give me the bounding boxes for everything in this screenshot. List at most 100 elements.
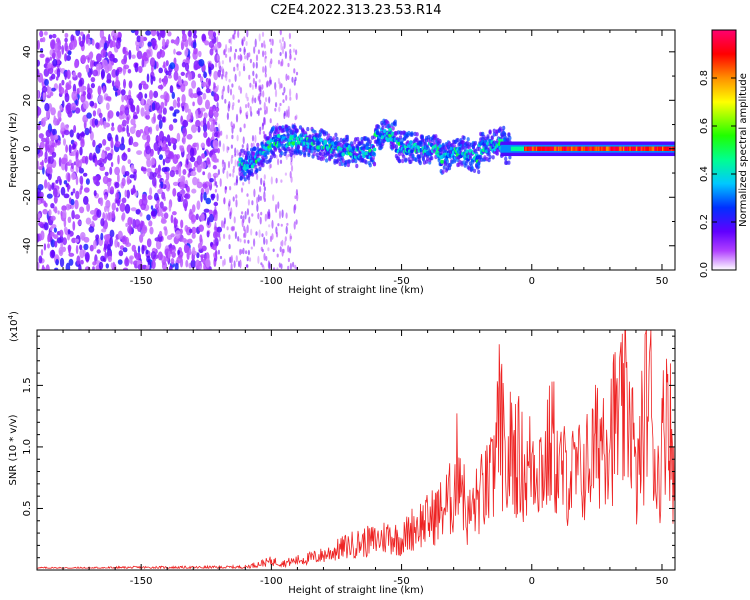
heatmap-cell [124, 189, 128, 198]
heatmap-cell [256, 142, 260, 148]
heatmap-cell [82, 91, 87, 96]
heatmap-cell [629, 146, 632, 151]
heatmap-cell [88, 152, 93, 161]
heatmap-cell [226, 145, 229, 154]
heatmap-cell [223, 197, 226, 205]
x-tick-label: -100 [260, 576, 283, 587]
heatmap-cell [253, 146, 257, 151]
heatmap-cell [64, 32, 69, 38]
heatmap-cell [110, 139, 114, 149]
heatmap-cell [236, 66, 239, 71]
heatmap-cell [245, 250, 248, 255]
heatmap-cell [121, 94, 125, 103]
heatmap-cell [284, 240, 287, 246]
heatmap-cell [277, 77, 280, 85]
heatmap-cell [652, 146, 656, 151]
heatmap-cell [39, 30, 44, 38]
heatmap-cell [260, 211, 263, 216]
heatmap-cell [91, 220, 95, 227]
heatmap-cell [263, 252, 266, 261]
heatmap-cell [262, 265, 265, 270]
heatmap-cell [539, 146, 542, 151]
heatmap-cell [44, 78, 49, 86]
heatmap-cell [272, 153, 277, 159]
heatmap-cell [228, 199, 231, 205]
heatmap-cell [110, 262, 114, 269]
heatmap-cell [237, 236, 240, 242]
heatmap-cell [318, 132, 322, 137]
spectrogram-ticks: -150 -100 -50 0 50 -40 -20 0 20 40 [22, 30, 675, 287]
heatmap-cell [230, 254, 233, 264]
heatmap-cell [263, 236, 266, 245]
heatmap-cell [456, 137, 460, 143]
heatmap-cell [249, 82, 252, 88]
heatmap-cell [167, 74, 172, 79]
heatmap-cell [237, 99, 240, 103]
heatmap-cell [206, 120, 210, 130]
heatmap-cell [256, 196, 259, 205]
heatmap-cell [122, 119, 127, 127]
heatmap-cell [50, 203, 55, 209]
heatmap-cell [257, 255, 260, 264]
heatmap-cell [131, 54, 136, 59]
heatmap-cell [445, 159, 449, 164]
heatmap-cell [262, 131, 265, 135]
heatmap-cell [569, 146, 572, 151]
heatmap-cell [504, 156, 508, 162]
heatmap-cell [191, 204, 196, 213]
heatmap-cell [287, 245, 290, 253]
heatmap-cell [121, 152, 128, 162]
heatmap-cell [214, 126, 217, 134]
heatmap-cell [608, 146, 611, 151]
heatmap-cell [196, 91, 203, 96]
heatmap-cell [96, 209, 102, 218]
heatmap-cell [258, 33, 261, 42]
heatmap-cell [148, 220, 153, 227]
heatmap-cell [207, 159, 211, 165]
heatmap-cell [271, 150, 276, 155]
heatmap-cell [107, 110, 114, 119]
heatmap-cell [136, 94, 142, 99]
heatmap-cell [397, 158, 402, 164]
heatmap-cell [197, 95, 203, 106]
heatmap-cell [295, 189, 298, 196]
heatmap-cell [67, 50, 72, 56]
heatmap-cell [239, 127, 242, 133]
heatmap-cell [152, 176, 157, 187]
heatmap-cell [105, 212, 108, 222]
heatmap-cell [167, 250, 171, 259]
heatmap-cell [229, 45, 232, 53]
heatmap-cell [219, 178, 222, 187]
heatmap-cell [121, 165, 126, 176]
heatmap-cell [74, 214, 81, 220]
heatmap-cell [438, 139, 442, 144]
heatmap-cell [213, 92, 216, 100]
heatmap-cell [217, 147, 220, 154]
heatmap-cell [620, 146, 623, 151]
heatmap-cell [192, 41, 197, 49]
heatmap-cell [158, 77, 162, 84]
heatmap-cell [275, 102, 278, 108]
heatmap-cell [177, 249, 181, 255]
heatmap-cell [253, 238, 256, 247]
heatmap-cell [280, 223, 283, 227]
heatmap-cell [37, 147, 40, 155]
heatmap-cell [223, 233, 226, 239]
heatmap-cell [495, 151, 499, 156]
heatmap-cell [635, 146, 639, 151]
heatmap-cell [487, 151, 491, 156]
heatmap-cell [578, 146, 581, 151]
heatmap-cell [254, 80, 257, 88]
heatmap-cell [268, 96, 271, 104]
heatmap-cell [149, 226, 154, 235]
heatmap-cell [163, 226, 167, 231]
heatmap-cell [286, 132, 290, 137]
heatmap-cell [284, 236, 287, 242]
heatmap-cell [150, 157, 156, 166]
heatmap-cell [219, 65, 222, 73]
heatmap-cell [195, 109, 199, 120]
heatmap-cell [54, 267, 59, 270]
heatmap-cell [277, 59, 281, 65]
heatmap-cell [521, 146, 524, 151]
heatmap-cell [66, 102, 72, 113]
